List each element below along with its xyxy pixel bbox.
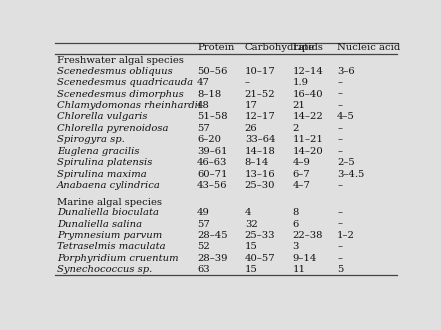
Text: –: – [337,101,342,110]
Text: 25–30: 25–30 [245,181,275,190]
Text: 4–9: 4–9 [293,158,310,167]
Text: Protein: Protein [197,43,234,52]
Text: 15: 15 [245,265,258,274]
Text: 63: 63 [197,265,209,274]
Text: 11–21: 11–21 [293,135,324,144]
Text: 40–57: 40–57 [245,254,276,263]
Text: 39–61: 39–61 [197,147,228,156]
Text: 6–20: 6–20 [197,135,221,144]
Text: 11: 11 [293,265,306,274]
Text: 1–2: 1–2 [337,231,355,240]
Text: Chlorella vulgaris: Chlorella vulgaris [57,113,147,121]
Text: 14–22: 14–22 [293,113,323,121]
Text: –: – [337,78,342,87]
Text: –: – [337,89,342,99]
Text: 3–4.5: 3–4.5 [337,170,364,179]
Text: –: – [337,243,342,251]
Text: 10–17: 10–17 [245,67,276,76]
Text: 25–33: 25–33 [245,231,275,240]
Text: 2: 2 [293,124,299,133]
Text: Freshwater algal species: Freshwater algal species [57,56,184,65]
Text: 51–58: 51–58 [197,113,228,121]
Text: 50–56: 50–56 [197,67,228,76]
Text: 13–16: 13–16 [245,170,276,179]
Text: 57: 57 [197,219,210,229]
Text: Scenedesmus quadricauda: Scenedesmus quadricauda [57,78,193,87]
Text: Lipids: Lipids [293,43,324,52]
Text: 4–5: 4–5 [337,113,355,121]
Text: Dunaliella bioculata: Dunaliella bioculata [57,208,159,217]
Text: –: – [337,135,342,144]
Text: Prymnesium parvum: Prymnesium parvum [57,231,162,240]
Text: 1.9: 1.9 [293,78,309,87]
Text: 14–20: 14–20 [293,147,323,156]
Text: 21–52: 21–52 [245,89,276,99]
Text: Synechococcus sp.: Synechococcus sp. [57,265,152,274]
Text: Spirogyra sp.: Spirogyra sp. [57,135,125,144]
Text: –: – [337,254,342,263]
Text: 4: 4 [245,208,251,217]
Text: Scenedesmus dimorphus: Scenedesmus dimorphus [57,89,183,99]
Text: 17: 17 [245,101,258,110]
Text: 2–5: 2–5 [337,158,355,167]
Text: Chlorella pyrenoidosa: Chlorella pyrenoidosa [57,124,168,133]
Text: Porphyridium cruentum: Porphyridium cruentum [57,254,179,263]
Text: 12–14: 12–14 [293,67,324,76]
Text: 12–17: 12–17 [245,113,276,121]
Text: 3–6: 3–6 [337,67,355,76]
Text: Marine algal species: Marine algal species [57,198,162,207]
Text: Scenedesmus obliquus: Scenedesmus obliquus [57,67,172,76]
Text: Euglena gracilis: Euglena gracilis [57,147,139,156]
Text: 6–7: 6–7 [293,170,310,179]
Text: Spirulina platensis: Spirulina platensis [57,158,152,167]
Text: 16–40: 16–40 [293,89,323,99]
Text: Chlamydomonas rheinhardii: Chlamydomonas rheinhardii [57,101,201,110]
Text: Dunaliella salina: Dunaliella salina [57,219,142,229]
Text: –: – [337,124,342,133]
Text: 32: 32 [245,219,258,229]
Text: 6: 6 [293,219,299,229]
Text: –: – [337,219,342,229]
Text: 8–14: 8–14 [245,158,269,167]
Text: 8–18: 8–18 [197,89,221,99]
Text: –: – [337,181,342,190]
Text: 22–38: 22–38 [293,231,323,240]
Text: 48: 48 [197,101,210,110]
Text: 28–45: 28–45 [197,231,228,240]
Text: 21: 21 [293,101,306,110]
Text: 57: 57 [197,124,210,133]
Text: Anabaena cylindrica: Anabaena cylindrica [57,181,161,190]
Text: 26: 26 [245,124,258,133]
Text: 52: 52 [197,243,210,251]
Text: Carbohydrate: Carbohydrate [245,43,315,52]
Text: 47: 47 [197,78,210,87]
Text: 14–18: 14–18 [245,147,276,156]
Text: Spirulina maxima: Spirulina maxima [57,170,146,179]
Text: –: – [337,147,342,156]
Text: 49: 49 [197,208,210,217]
Text: –: – [245,78,250,87]
Text: Tetraselmis maculata: Tetraselmis maculata [57,243,165,251]
Text: 60–71: 60–71 [197,170,228,179]
Text: 4–7: 4–7 [293,181,310,190]
Text: 33–64: 33–64 [245,135,275,144]
Text: 43–56: 43–56 [197,181,228,190]
Text: –: – [337,208,342,217]
Text: 3: 3 [293,243,299,251]
Text: 15: 15 [245,243,258,251]
Text: 5: 5 [337,265,344,274]
Text: 8: 8 [293,208,299,217]
Text: Nucleic acid: Nucleic acid [337,43,400,52]
Text: 9–14: 9–14 [293,254,317,263]
Text: 28–39: 28–39 [197,254,228,263]
Text: 46–63: 46–63 [197,158,228,167]
